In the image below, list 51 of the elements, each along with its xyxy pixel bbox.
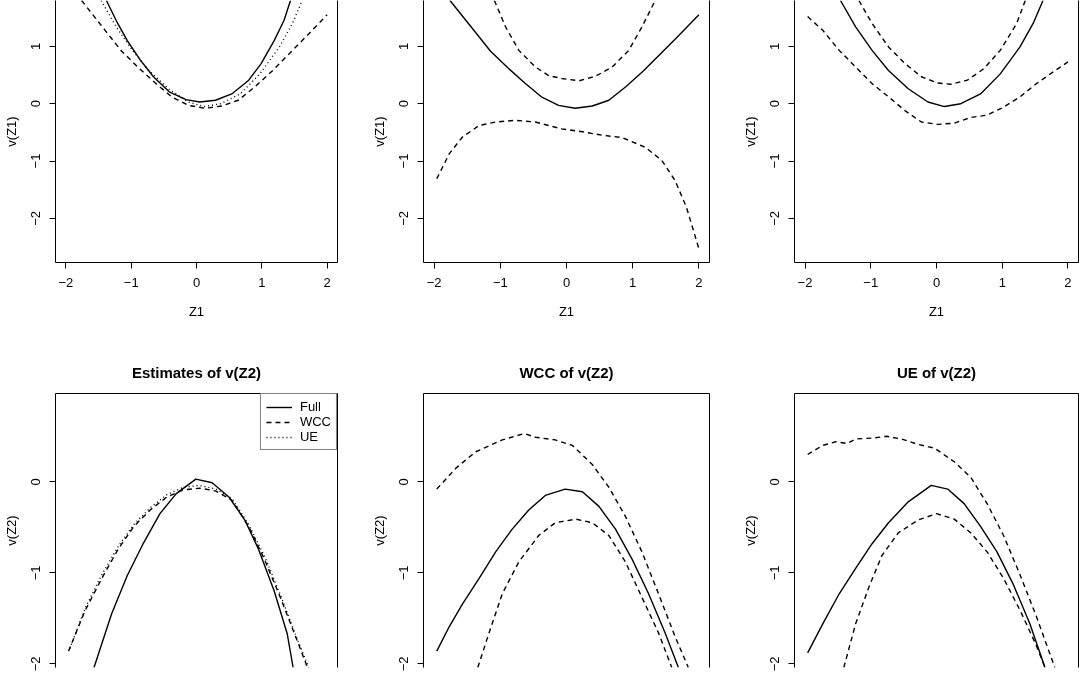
x-axis-title: Z1 [188, 303, 205, 319]
x-tick-label: 2 [323, 274, 331, 290]
x-tick-label: −2 [426, 274, 442, 290]
y-axis-title: v(Z1) [371, 116, 387, 147]
y-axis-title: v(Z2) [742, 515, 758, 546]
y-tick-label: 0 [28, 478, 44, 486]
y-axis-title: v(Z1) [742, 116, 758, 147]
y-tick-label: 1 [767, 42, 783, 50]
y-tick-label: −2 [28, 656, 44, 672]
x-tick-label: −2 [58, 274, 74, 290]
y-tick-label: −2 [767, 210, 783, 226]
x-tick-label: 1 [998, 274, 1006, 290]
x-axis-title: Z1 [928, 303, 945, 319]
x-tick-label: 1 [258, 274, 266, 290]
legend-label: WCC [299, 414, 331, 429]
y-tick-label: 0 [28, 100, 44, 108]
chart-title: WCC of v(Z2) [519, 363, 614, 381]
y-tick-label: −1 [396, 153, 412, 169]
y-tick-label: 0 [767, 478, 783, 486]
y-tick-label: 1 [396, 42, 412, 50]
legend-label: UE [299, 429, 319, 444]
x-tick-label: 0 [562, 274, 571, 290]
x-tick-label: −1 [863, 274, 879, 290]
y-axis-title: v(Z1) [3, 116, 19, 147]
chart-title: Estimates of v(Z2) [131, 363, 262, 381]
x-tick-label: 0 [932, 274, 941, 290]
x-tick-label: −1 [492, 274, 508, 290]
x-axis-title: Z1 [558, 303, 575, 319]
x-tick-label: −2 [797, 274, 813, 290]
x-tick-label: 2 [695, 274, 703, 290]
x-tick-label: 0 [192, 274, 201, 290]
y-tick-label: −1 [767, 153, 783, 169]
y-tick-label: 1 [28, 42, 44, 50]
x-tick-label: 1 [629, 274, 637, 290]
y-tick-label: −2 [396, 656, 412, 672]
y-tick-label: −2 [28, 210, 44, 226]
x-tick-label: 2 [1064, 274, 1072, 290]
y-tick-label: 0 [767, 100, 783, 108]
x-tick-label: −1 [123, 274, 139, 290]
y-tick-label: 0 [396, 100, 412, 108]
y-tick-label: −2 [396, 210, 412, 226]
y-tick-label: −2 [767, 656, 783, 672]
y-tick-label: 0 [396, 478, 412, 486]
y-tick-label: −1 [28, 153, 44, 169]
y-tick-label: −1 [28, 565, 44, 581]
legend-label: Full [299, 399, 321, 414]
y-axis-title: v(Z2) [371, 515, 387, 546]
chart-title: UE of v(Z2) [896, 363, 977, 381]
y-axis-title: v(Z2) [3, 515, 19, 546]
y-tick-label: −1 [396, 565, 412, 581]
y-tick-label: −1 [767, 565, 783, 581]
